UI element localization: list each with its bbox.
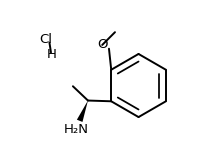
Text: H₂N: H₂N [63,123,88,136]
Text: O: O [97,38,107,51]
Text: H: H [47,48,57,61]
Polygon shape [77,101,88,122]
Text: Cl: Cl [40,33,53,46]
